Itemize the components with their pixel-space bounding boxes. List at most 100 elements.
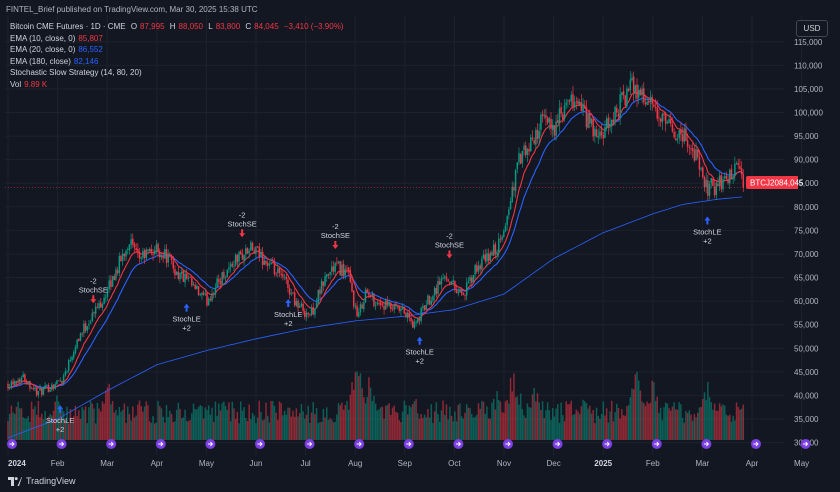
volume-bar (390, 414, 392, 440)
ema10-row[interactable]: EMA (10, close, 0) 85,807 (10, 33, 346, 45)
volume-bar (298, 413, 301, 440)
candle-body (533, 140, 535, 144)
candle-body (164, 249, 166, 259)
volume-bar (406, 414, 409, 440)
volume-bar (568, 404, 571, 440)
volume-bar (233, 408, 235, 440)
volume-bar (8, 414, 11, 440)
volume-bar (427, 409, 429, 440)
volume-bar (646, 401, 648, 440)
volume-bar (415, 399, 417, 440)
candle-body (592, 119, 594, 137)
volume-row[interactable]: Vol 9.89 K (10, 79, 346, 91)
price-tick-label: 110,000 (794, 61, 823, 70)
candle-body (223, 272, 225, 279)
symbol-row[interactable]: Bitcoin CME Futures · 1D · CME O 87,995 H… (10, 21, 346, 33)
candle-body (570, 95, 573, 102)
candle-body (44, 385, 46, 389)
volume-bar (472, 417, 475, 440)
volume-bar (533, 387, 535, 440)
volume-bar (265, 402, 267, 440)
candle-body (717, 183, 719, 186)
volume-bar (315, 408, 318, 440)
volume-bar (135, 415, 137, 440)
candle-body (656, 107, 659, 119)
candle-body (616, 107, 618, 113)
volume-bar (309, 422, 311, 440)
volume-bar (170, 413, 173, 440)
candle-body (137, 248, 139, 253)
volume-bar (469, 408, 471, 440)
volume-bar (300, 404, 303, 440)
candle-body (582, 103, 584, 111)
replay-arrow-icon (654, 441, 660, 447)
volume-bar (100, 411, 102, 440)
volume-bar (546, 402, 549, 440)
volume-bar (396, 412, 399, 440)
candle-body (403, 307, 406, 314)
candle-body (10, 381, 13, 387)
candle-body (381, 304, 384, 306)
footer[interactable]: TradingView (8, 476, 76, 486)
candle-body (25, 381, 28, 385)
long-signal-arrow (416, 336, 423, 345)
candle-body (494, 243, 497, 255)
volume-bar (477, 403, 480, 440)
candle-body (322, 281, 325, 286)
price-tag-symbol: BTCJ2025 (750, 179, 788, 188)
candle-body (742, 174, 745, 188)
volume-bar (708, 397, 711, 440)
candle-body (239, 251, 242, 255)
candle-body (133, 244, 136, 248)
candle-body (385, 300, 387, 310)
volume-bar (447, 419, 449, 440)
time-axis[interactable]: 2024 Feb Mar Apr May Jun Jul Aug Sep Oct Nov Dec 202… (8, 459, 809, 468)
candle-body (288, 288, 291, 295)
candle-body (703, 176, 706, 188)
volume-bar (619, 418, 621, 440)
strategy-row[interactable]: Stochastic Slow Strategy (14, 80, 20) (10, 67, 346, 79)
publisher-header: FINTEL_Brief published on TradingView.co… (6, 5, 258, 14)
volume-bar (177, 402, 180, 440)
volume-bar (648, 403, 650, 440)
volume-bar (482, 401, 485, 440)
volume-bar (651, 380, 653, 440)
volume-bar (381, 406, 384, 440)
volume-bar (157, 400, 159, 440)
candle-body (94, 306, 97, 314)
long-signal-value: +2 (415, 357, 424, 366)
volume-bar (368, 377, 370, 440)
candle-body (440, 278, 443, 285)
candle-body (691, 148, 694, 151)
candle-body (469, 277, 471, 281)
price-axis[interactable]: 30,00035,00040,00045,00050,00055,00060,0… (794, 38, 823, 448)
volume-bar (344, 405, 347, 440)
candle-body (260, 252, 262, 257)
candle-body (617, 113, 620, 117)
candle-body (437, 281, 439, 294)
long-signal-label: StochLE (172, 315, 200, 324)
volume-bar (27, 416, 29, 440)
volume-bar (691, 420, 694, 440)
candle-body (509, 201, 512, 210)
ema20-row[interactable]: EMA (20, close, 0) 86,552 (10, 44, 346, 56)
volume-bar (103, 403, 105, 440)
volume-bar (319, 421, 321, 440)
candle-body (523, 145, 525, 150)
candle-body (435, 287, 438, 294)
volume-bar (218, 403, 220, 440)
volume-bar (314, 414, 316, 440)
volume-bar (379, 407, 382, 440)
volume-bar (481, 400, 483, 440)
candle-body (54, 384, 56, 389)
candle-body (40, 388, 43, 395)
volume-bar (653, 382, 655, 440)
candle-body (627, 89, 630, 92)
currency-button[interactable]: USD (796, 20, 828, 37)
candle-body (497, 238, 500, 253)
ema180-row[interactable]: EMA (180, close) 82,146 (10, 56, 346, 68)
candle-body (243, 254, 245, 261)
volume-bar (492, 399, 495, 440)
candle-body (145, 249, 148, 259)
